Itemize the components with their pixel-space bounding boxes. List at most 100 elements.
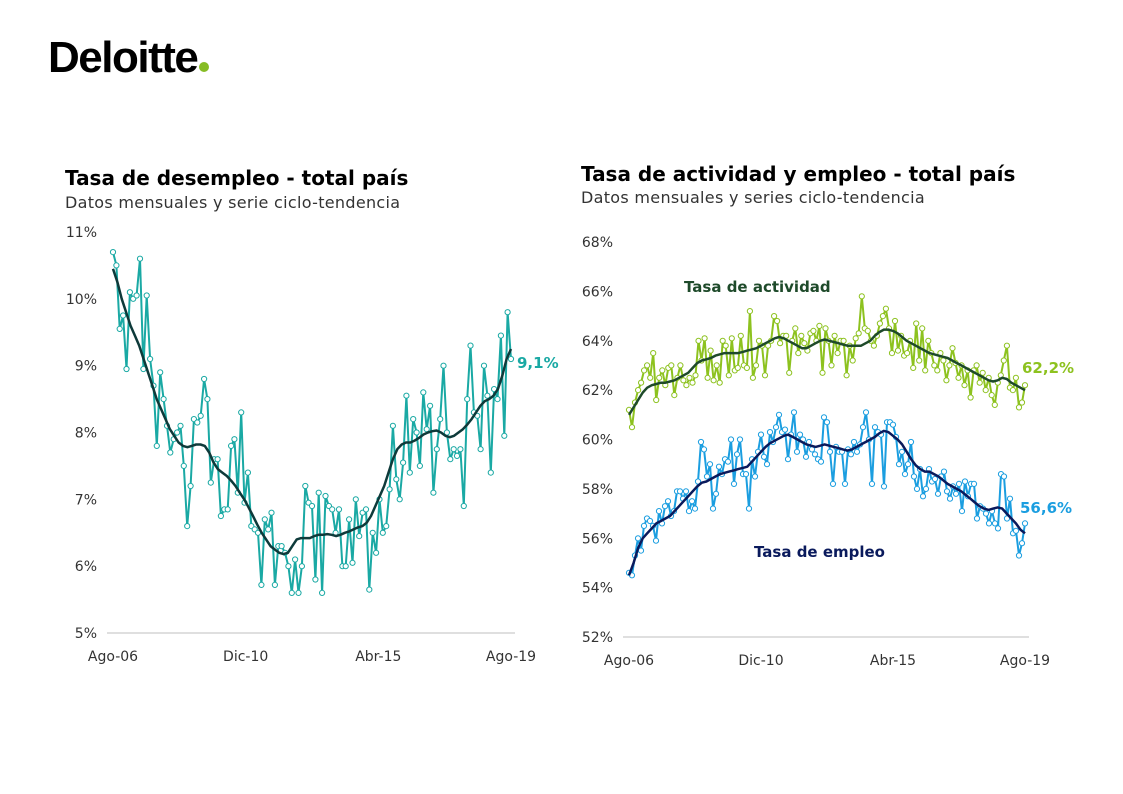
tasa-de-empleo-monthly-point — [676, 488, 684, 495]
desempleo-monthly-point — [352, 496, 359, 503]
tasa-de-actividad-monthly-point — [961, 382, 968, 389]
tasa-de-actividad-monthly-point — [982, 387, 989, 394]
y-tick-label: 64% — [582, 334, 613, 350]
tasa-de-actividad-monthly-point — [888, 350, 896, 357]
chart-subtitle-desempleo: Datos mensuales y serie ciclo-tendencia — [65, 193, 401, 212]
deloitte-logo: Deloitte — [48, 36, 210, 80]
y-tick-label: 60% — [582, 433, 613, 449]
tasa-de-actividad-monthly-line — [628, 295, 1026, 429]
desempleo-monthly-point — [261, 516, 268, 523]
desempleo-monthly-point — [109, 249, 117, 256]
y-tick-label: 5% — [75, 626, 97, 642]
desempleo-monthly-point — [406, 469, 413, 476]
desempleo-monthly-point — [430, 489, 437, 496]
tasa-de-actividad-monthly-point — [710, 377, 717, 384]
tasa-de-actividad-monthly-point — [1021, 382, 1029, 389]
tasa-de-empleo-monthly-point — [688, 498, 696, 505]
tasa-de-actividad-monthly-point — [701, 335, 708, 342]
desempleo-monthly-point — [487, 469, 494, 476]
tasa-de-actividad-monthly-point — [798, 332, 805, 339]
tasa-de-empleo-monthly-point — [1003, 515, 1011, 522]
desempleo-monthly-point — [133, 292, 140, 299]
tasa-de-actividad-monthly-point — [988, 392, 995, 399]
tasa-de-empleo-monthly-point — [970, 480, 978, 487]
desempleo-monthly-point — [120, 312, 127, 319]
desempleo-monthly-point — [153, 442, 160, 449]
tasa-de-empleo-monthly-point — [907, 438, 915, 446]
desempleo-monthly-point — [400, 459, 407, 466]
tasa-de-actividad-monthly-point — [719, 337, 726, 344]
tasa-de-actividad-monthly-point — [834, 350, 841, 357]
tasa-de-empleo-monthly-point — [994, 525, 1002, 532]
y-tick-label: 9% — [75, 359, 97, 375]
desempleo-monthly-point — [224, 506, 231, 513]
desempleo-monthly-point — [244, 469, 251, 476]
desempleo-monthly-point — [194, 419, 201, 426]
tasa-de-actividad-monthly-point — [638, 379, 645, 386]
desempleo-monthly-point — [160, 396, 167, 403]
tasa-de-actividad-monthly-point — [668, 362, 675, 369]
desempleo-monthly-point — [197, 412, 204, 419]
tasa-de-empleo-monthly-point — [1018, 540, 1026, 547]
desempleo-monthly-point — [292, 556, 299, 563]
tasa-de-actividad-monthly-point — [940, 357, 947, 364]
y-tick-label: 11% — [66, 225, 97, 241]
tasa-de-empleo-monthly-point — [685, 508, 693, 515]
series-label-tasa-de-empleo: Tasa de empleo — [754, 543, 885, 561]
tasa-de-actividad-monthly-point — [925, 337, 932, 344]
tasa-de-empleo-monthly-point — [634, 535, 642, 542]
desempleo-monthly-point — [312, 576, 319, 583]
tasa-de-empleo-monthly-point — [895, 461, 903, 468]
tasa-de-empleo-monthly-point — [727, 436, 735, 443]
tasa-de-empleo-monthly-point — [724, 458, 732, 465]
tasa-de-actividad-monthly-point — [1012, 374, 1020, 381]
tasa-de-actividad-monthly-point — [650, 350, 657, 357]
desempleo-monthly-point — [410, 416, 417, 423]
y-tick-label: 58% — [582, 482, 613, 498]
desempleo-monthly-point — [271, 581, 278, 589]
tasa-de-empleo-monthly-point — [703, 473, 711, 480]
tasa-de-actividad-monthly-point — [855, 330, 862, 337]
tasa-de-actividad-trend-line — [627, 328, 1026, 416]
tasa-de-actividad-monthly-point — [894, 347, 902, 354]
tasa-de-empleo-monthly-point — [652, 537, 660, 544]
desempleo-monthly-point — [184, 523, 191, 530]
tasa-de-actividad-monthly-point — [647, 374, 654, 381]
tasa-de-empleo-monthly-point — [982, 510, 990, 517]
tasa-de-empleo-monthly-point — [772, 424, 780, 431]
tasa-de-actividad-monthly-point — [656, 374, 663, 381]
tasa-de-empleo-monthly-point — [766, 429, 774, 436]
tasa-de-actividad-monthly-point — [749, 374, 757, 381]
x-tick-label: Ago-06 — [604, 653, 654, 669]
tasa-de-empleo-monthly-point — [952, 490, 960, 497]
y-tick-label: 54% — [582, 581, 613, 597]
desempleo-monthly-point — [467, 342, 474, 349]
desempleo-monthly-point — [113, 262, 120, 269]
desempleo-monthly-point — [366, 586, 373, 593]
tasa-de-actividad-monthly-point — [919, 325, 926, 332]
tasa-de-actividad-monthly-point — [910, 364, 917, 371]
tasa-de-actividad-monthly-point — [755, 337, 763, 344]
tasa-de-empleo-monthly-point — [958, 508, 966, 515]
desempleo-monthly-point — [136, 255, 144, 262]
desempleo-monthly-point — [147, 355, 154, 363]
desempleo-monthly-point — [477, 446, 484, 453]
tasa-de-empleo-monthly-point — [742, 471, 750, 478]
x-tick-label: Ago-19 — [486, 649, 536, 665]
tasa-de-actividad-monthly-point — [707, 347, 714, 354]
tasa-de-empleo-monthly-point — [733, 451, 741, 458]
tasa-de-empleo-monthly-point — [817, 458, 825, 465]
tasa-de-empleo-monthly-point — [1015, 552, 1023, 559]
tasa-de-actividad-monthly-point — [864, 327, 871, 334]
tasa-de-empleo-monthly-point — [961, 478, 969, 485]
y-tick-label: 7% — [75, 492, 97, 508]
desempleo-monthly-point — [362, 506, 370, 513]
desempleo-monthly-point — [298, 563, 305, 570]
tasa-de-empleo-monthly-point — [664, 498, 672, 505]
tasa-de-empleo-monthly-point — [931, 475, 939, 483]
desempleo-monthly-point — [420, 389, 427, 396]
x-tick-label: Dic-10 — [223, 649, 268, 665]
tasa-de-actividad-monthly-point — [801, 340, 808, 347]
tasa-de-actividad-monthly-point — [870, 342, 878, 349]
tasa-de-empleo-monthly-point — [1012, 527, 1020, 534]
